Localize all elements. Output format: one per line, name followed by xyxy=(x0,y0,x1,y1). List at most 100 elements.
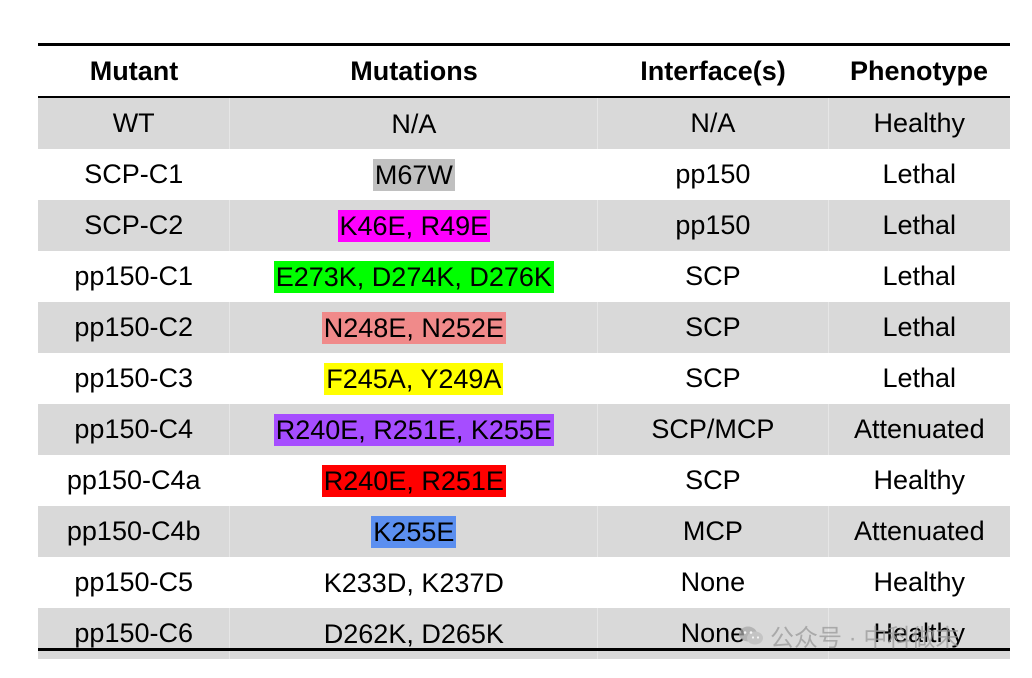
cell-mutant: WT xyxy=(38,98,229,149)
interfaces-text: pp150 xyxy=(675,210,751,240)
cell-phenotype: Lethal xyxy=(827,353,1010,404)
cell-mutant: pp150-C5 xyxy=(38,557,229,608)
mutations-text: N248E, N252E xyxy=(321,311,506,344)
table-row: pp150-C2 N248E, N252E SCP Lethal xyxy=(38,302,1010,353)
header-mutant: Mutant xyxy=(89,55,179,86)
mutant-name: pp150-C6 xyxy=(74,618,193,648)
mutant-name: SCP-C2 xyxy=(84,210,184,240)
mutations-text: K255E xyxy=(371,515,457,548)
cell-phenotype: Lethal xyxy=(827,149,1010,200)
cell-interfaces: N/A xyxy=(597,98,827,149)
table-header-row: Mutant Mutations Interface(s) Phenotype xyxy=(38,43,1010,98)
phenotype-text: Healthy xyxy=(873,108,966,138)
mutant-name: WT xyxy=(112,108,155,138)
interfaces-text: pp150 xyxy=(675,159,751,189)
cell-interfaces: MCP xyxy=(597,506,827,557)
mutations-text: F245A, Y249A xyxy=(324,362,504,395)
phenotype-text: Lethal xyxy=(882,261,957,291)
interfaces-text: SCP xyxy=(685,261,741,291)
phenotype-text: Healthy xyxy=(873,567,966,597)
mutant-name: pp150-C3 xyxy=(74,363,193,393)
cell-mutant: SCP-C2 xyxy=(38,200,229,251)
cell-phenotype: Lethal xyxy=(827,251,1010,302)
cell-mutant: pp150-C2 xyxy=(38,302,229,353)
mutations-text: N/A xyxy=(391,108,437,139)
mutations-text: K233D, K237D xyxy=(323,567,504,598)
cell-phenotype: Healthy xyxy=(827,455,1010,506)
cell-mutations: K46E, R49E xyxy=(229,200,597,251)
mutations-text: R240E, R251E xyxy=(321,464,506,497)
mutations-text: K46E, R49E xyxy=(337,209,491,242)
cell-mutant: SCP-C1 xyxy=(38,149,229,200)
cell-mutant: pp150-C4b xyxy=(38,506,229,557)
mutant-name: SCP-C1 xyxy=(84,159,184,189)
header-mutations: Mutations xyxy=(350,55,478,86)
cell-mutant: pp150-C1 xyxy=(38,251,229,302)
interfaces-text: N/A xyxy=(690,108,736,138)
cell-mutant: pp150-C3 xyxy=(38,353,229,404)
phenotype-text: Lethal xyxy=(882,210,957,240)
cell-mutations: N248E, N252E xyxy=(229,302,597,353)
cell-phenotype: Lethal xyxy=(827,302,1010,353)
table-row: WT N/A N/A Healthy xyxy=(38,98,1010,149)
interfaces-text: SCP/MCP xyxy=(651,414,775,444)
mutant-name: pp150-C2 xyxy=(74,312,193,342)
cell-interfaces: pp150 xyxy=(597,200,827,251)
cell-mutant: pp150-C4 xyxy=(38,404,229,455)
mutations-text: R240E, R251E, K255E xyxy=(273,413,554,446)
phenotype-text: Lethal xyxy=(882,312,957,342)
mutations-text: E273K, D274K, D276K xyxy=(273,260,554,293)
cell-interfaces: None xyxy=(597,608,827,659)
cell-phenotype: Attenuated xyxy=(827,404,1010,455)
mutant-name: pp150-C4a xyxy=(66,465,201,495)
watermark-text: 公众号 · 中科做末 xyxy=(770,625,960,652)
cell-phenotype: Healthy xyxy=(827,608,1010,659)
mutants-table: Mutant Mutations Interface(s) Phenotype … xyxy=(38,43,1010,659)
cell-mutations: M67W xyxy=(229,149,597,200)
phenotype-text: Lethal xyxy=(882,363,957,393)
cell-mutations: K233D, K237D xyxy=(229,557,597,608)
mutations-text: M67W xyxy=(372,158,455,191)
phenotype-text: Lethal xyxy=(882,159,957,189)
table-row: pp150-C3 F245A, Y249A SCP Lethal xyxy=(38,353,1010,404)
cell-mutations: N/A xyxy=(229,98,597,149)
interfaces-text: SCP xyxy=(685,465,741,495)
interfaces-text: SCP xyxy=(685,312,741,342)
cell-mutations: K255E xyxy=(229,506,597,557)
cell-phenotype: Healthy xyxy=(827,98,1010,149)
table-row: SCP-C1 M67W pp150 Lethal xyxy=(38,149,1010,200)
phenotype-text: Healthy xyxy=(873,618,966,648)
cell-phenotype: Healthy xyxy=(827,557,1010,608)
interfaces-text: None xyxy=(680,618,746,648)
table-body: WT N/A N/A Healthy SCP-C1 M67W pp150 Lethal SCP-… xyxy=(38,98,1010,659)
cell-interfaces: SCP xyxy=(597,251,827,302)
table-row: pp150-C1 E273K, D274K, D276K SCP Lethal xyxy=(38,251,1010,302)
mutant-name: pp150-C4b xyxy=(66,516,201,546)
cell-mutant: pp150-C6 xyxy=(38,608,229,659)
cell-interfaces: SCP xyxy=(597,455,827,506)
cell-mutations: R240E, R251E xyxy=(229,455,597,506)
cell-interfaces: SCP/MCP xyxy=(597,404,827,455)
header-interfaces: Interface(s) xyxy=(640,55,786,86)
cell-mutant: pp150-C4a xyxy=(38,455,229,506)
table-row: SCP-C2 K46E, R49E pp150 Lethal xyxy=(38,200,1010,251)
phenotype-text: Attenuated xyxy=(853,516,985,546)
table-row: pp150-C4a R240E, R251E SCP Healthy xyxy=(38,455,1010,506)
header-phenotype: Phenotype xyxy=(849,55,989,86)
cell-interfaces: None xyxy=(597,557,827,608)
cell-interfaces: pp150 xyxy=(597,149,827,200)
mutant-name: pp150-C1 xyxy=(74,261,193,291)
interfaces-text: SCP xyxy=(685,363,741,393)
table-bottom-rule xyxy=(38,648,1010,651)
mutant-name: pp150-C5 xyxy=(74,567,193,597)
cell-phenotype: Attenuated xyxy=(827,506,1010,557)
table-row: pp150-C4b K255E MCP Attenuated xyxy=(38,506,1010,557)
cell-mutations: R240E, R251E, K255E xyxy=(229,404,597,455)
phenotype-text: Attenuated xyxy=(853,414,985,444)
table-row: pp150-C5 K233D, K237D None Healthy xyxy=(38,557,1010,608)
cell-mutations: D262K, D265K xyxy=(229,608,597,659)
interfaces-text: None xyxy=(680,567,746,597)
phenotype-text: Healthy xyxy=(873,465,966,495)
cell-interfaces: SCP xyxy=(597,302,827,353)
mutant-name: pp150-C4 xyxy=(74,414,193,444)
